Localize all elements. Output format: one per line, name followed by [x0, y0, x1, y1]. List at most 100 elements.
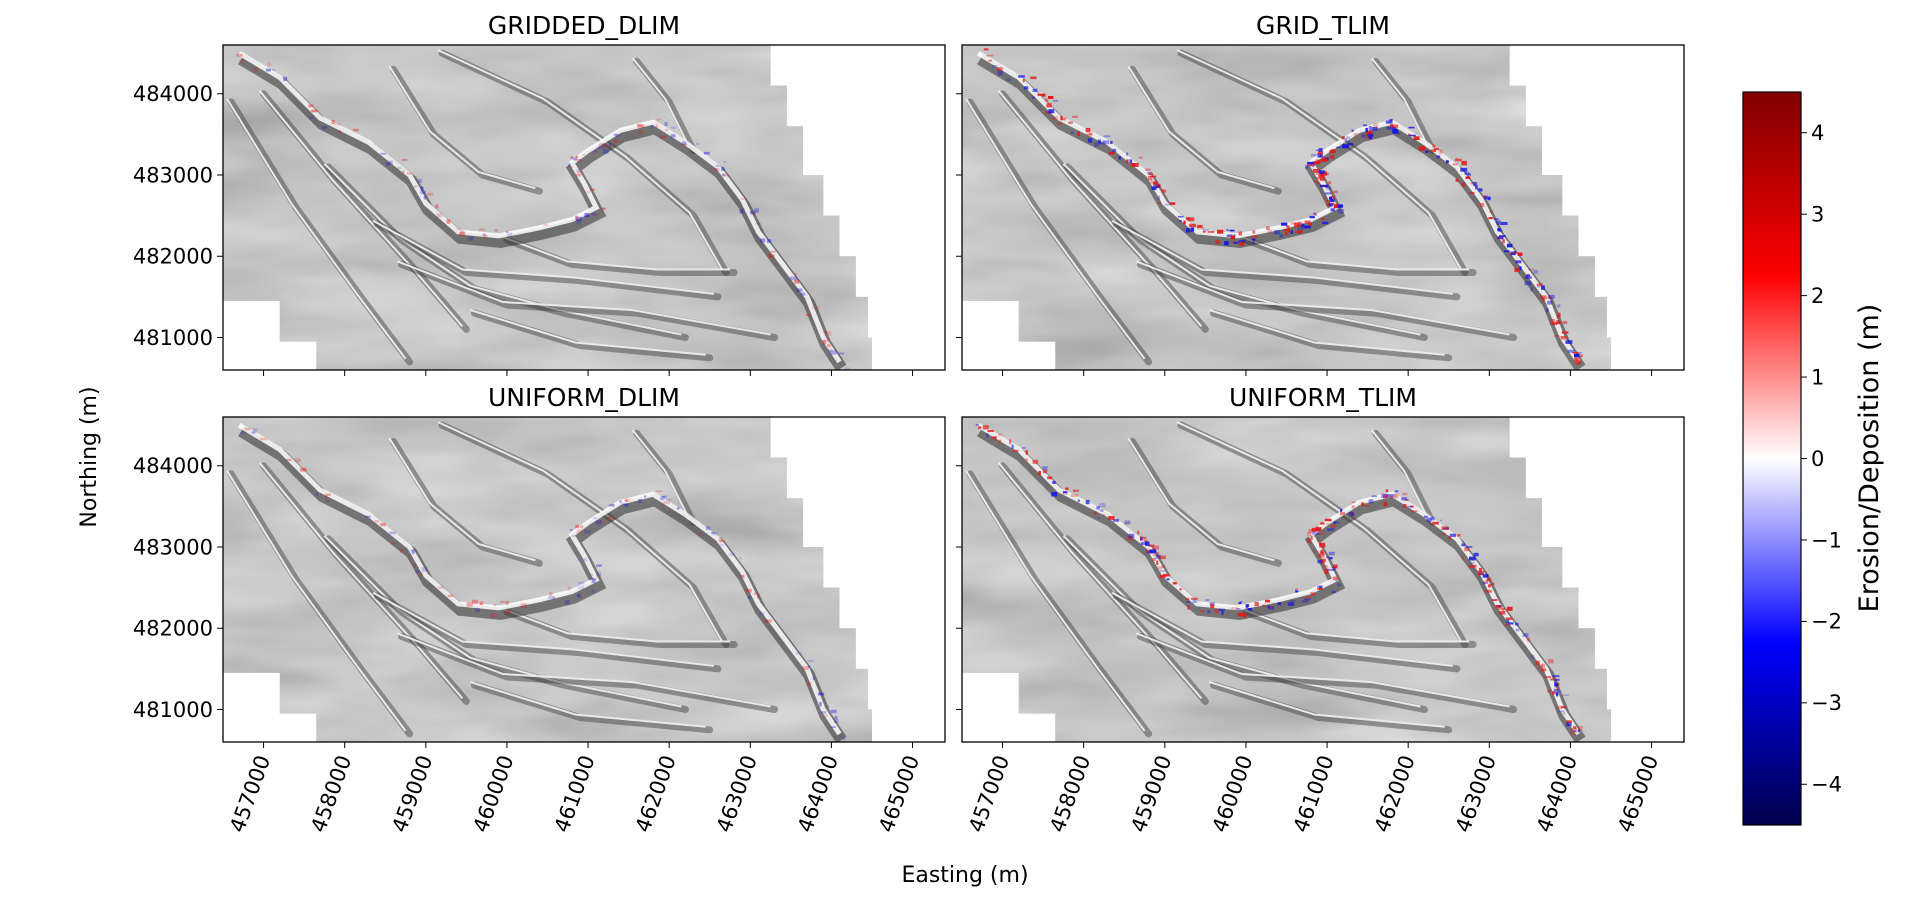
- erosion-cell: [1329, 154, 1335, 160]
- deposition-cell: [1497, 236, 1504, 240]
- ridge-shadow: [1372, 429, 1436, 527]
- erosion-cell: [1319, 176, 1325, 181]
- erosion-cell: [1547, 297, 1553, 299]
- deposition-cell: [1318, 148, 1323, 152]
- deposition-cell: [1313, 212, 1316, 215]
- erosion-cell: [740, 198, 746, 200]
- erosion-cell: [1108, 516, 1115, 520]
- deposition-cell: [576, 220, 582, 225]
- erosion-cell: [1322, 565, 1328, 567]
- erosion-cell: [413, 185, 418, 188]
- deposition-cell: [326, 500, 330, 503]
- colorbar-tick-label: −4: [1811, 773, 1842, 797]
- erosion-cell: [1549, 678, 1557, 681]
- deposition-cell: [417, 178, 422, 184]
- erosion-cell: [1465, 176, 1471, 179]
- deposition-cell: [1209, 602, 1215, 606]
- erosion-cell: [1566, 720, 1572, 723]
- erosion-cell: [1043, 470, 1047, 474]
- erosion-cell: [1215, 240, 1220, 245]
- erosion-cell: [1169, 202, 1176, 205]
- deposition-cell: [1573, 730, 1577, 732]
- ridge-highlight: [997, 462, 1203, 700]
- erosion-cell: [1157, 566, 1163, 570]
- erosion-cell: [826, 337, 830, 342]
- erosion-cell: [1324, 569, 1329, 574]
- deposition-cell: [321, 126, 328, 129]
- erosion-cell: [1319, 542, 1326, 546]
- erosion-cell: [331, 120, 335, 124]
- ridge-highlight: [372, 591, 715, 667]
- deposition-cell: [1497, 228, 1501, 231]
- erosion-cell: [607, 516, 615, 521]
- erosion-cell: [456, 227, 463, 231]
- x-tick-label: 461000: [1289, 752, 1339, 836]
- erosion-cell: [661, 504, 665, 508]
- erosion-cell: [1161, 565, 1165, 568]
- x-tick-label: 459000: [1126, 752, 1176, 836]
- erosion-cell: [1479, 567, 1482, 572]
- erosion-cell: [1430, 149, 1437, 153]
- erosion-cell: [624, 499, 628, 502]
- deposition-cell: [1464, 172, 1470, 175]
- erosion-cell: [986, 54, 994, 57]
- erosion-cell: [1321, 551, 1326, 555]
- erosion-cell: [1505, 617, 1513, 620]
- erosion-cell: [1557, 312, 1561, 317]
- erosion-cell: [1102, 513, 1105, 516]
- erosion-cell: [1497, 605, 1503, 610]
- deposition-cell: [1337, 204, 1343, 208]
- erosion-cell: [802, 666, 809, 670]
- deposition-cell: [677, 507, 680, 510]
- deposition-cell: [1408, 126, 1415, 129]
- erosion-cell: [1330, 525, 1335, 529]
- deposition-cell: [1557, 304, 1561, 308]
- deposition-cell: [1005, 78, 1011, 82]
- deposition-cell: [1018, 75, 1025, 78]
- erosion-cell: [1088, 132, 1093, 135]
- panel-frame: [961, 44, 1685, 371]
- deposition-cell: [711, 531, 715, 534]
- erosion-cell: [1325, 523, 1329, 525]
- deposition-cell: [1340, 509, 1343, 513]
- deposition-cell: [1574, 353, 1580, 358]
- deposition-cell: [820, 711, 827, 714]
- ridge-highlight: [372, 219, 715, 295]
- erosion-cell: [998, 439, 1002, 444]
- erosion-cell: [983, 48, 989, 51]
- deposition-cell: [1440, 519, 1443, 522]
- erosion-cell: [593, 214, 600, 216]
- ridge-shadow: [471, 681, 714, 734]
- deposition-cell: [1372, 127, 1378, 131]
- ridge-highlight: [965, 98, 1146, 360]
- deposition-cell: [796, 288, 803, 293]
- erosion-cell: [459, 232, 466, 236]
- deposition-cell: [1051, 492, 1058, 497]
- erosion-cell: [1492, 599, 1498, 601]
- deposition-cell: [986, 433, 989, 438]
- deposition-cell: [1506, 619, 1510, 623]
- deposition-cell: [1112, 148, 1117, 153]
- deposition-cell: [1319, 585, 1323, 589]
- ridge-highlight: [388, 65, 536, 190]
- colorbar-tick-label: −1: [1811, 528, 1842, 552]
- erosion-cell: [1317, 182, 1320, 185]
- deposition-cell: [1344, 138, 1348, 143]
- deposition-cell: [1128, 533, 1135, 538]
- deposition-cell: [613, 133, 619, 136]
- erosion-cell: [660, 135, 667, 139]
- deposition-cell: [1245, 604, 1250, 608]
- erosion-cell: [1159, 555, 1166, 560]
- deposition-cell: [638, 499, 642, 503]
- erosion-cell: [1207, 231, 1215, 233]
- deposition-cell: [795, 651, 802, 656]
- panel-body: [223, 45, 945, 370]
- deposition-cell: [621, 503, 629, 506]
- erosion-cell: [638, 130, 643, 135]
- deposition-cell: [1274, 230, 1281, 235]
- deposition-cell: [1239, 601, 1243, 604]
- deposition-cell: [1186, 601, 1190, 603]
- deposition-cell: [577, 585, 584, 590]
- x-tick-label: 464000: [1532, 752, 1582, 836]
- deposition-cell: [1329, 198, 1335, 202]
